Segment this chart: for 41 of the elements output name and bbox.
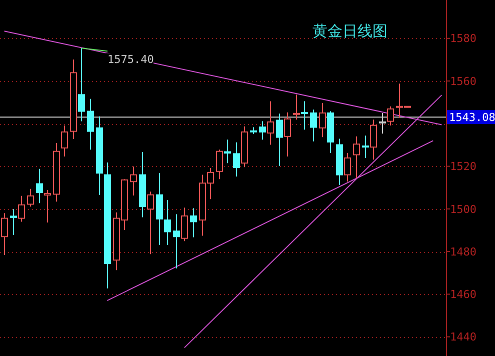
candlestick [36,168,43,204]
y-tick-label: 1500 [450,202,476,216]
candlestick [173,214,180,269]
candlestick [130,166,137,196]
y-tick-label: 1520 [450,160,476,174]
candlestick [293,94,300,120]
candlestick [78,48,85,122]
y-tick-label: 1480 [450,245,476,258]
y-tick-label: 1460 [450,288,476,302]
candlestick [362,135,369,158]
candlestick [181,207,188,242]
candlestick [319,102,326,138]
candlestick [301,100,308,130]
candlestick [216,149,223,180]
candlestick [164,199,171,246]
candlestick [267,100,274,146]
candlestick [190,208,197,238]
candlestick [27,188,34,208]
candlestick [259,120,266,140]
candlestick [370,119,377,160]
candlestick [44,189,51,224]
candlestick [310,109,317,142]
ref-line-label: 1543.08 [449,110,495,124]
annotation: 1575.40 [107,53,154,66]
candlestick [224,139,231,164]
candlestick [284,112,291,157]
candlestick [18,195,25,222]
candlestick [387,106,394,126]
candlestick [1,212,8,256]
candlestick [61,125,68,157]
candlestick [344,152,351,182]
candlestick [276,113,283,166]
candlestick [147,191,154,255]
y-tick-label: 1440 [450,330,476,344]
candlestick [10,208,17,236]
candlestick [353,136,360,179]
y-tick-label: 1580 [450,32,476,46]
y-tick-label: 1560 [450,74,476,88]
text: 黄金日线图 [312,22,388,40]
candlestick [233,142,240,178]
candlestick [87,98,94,150]
